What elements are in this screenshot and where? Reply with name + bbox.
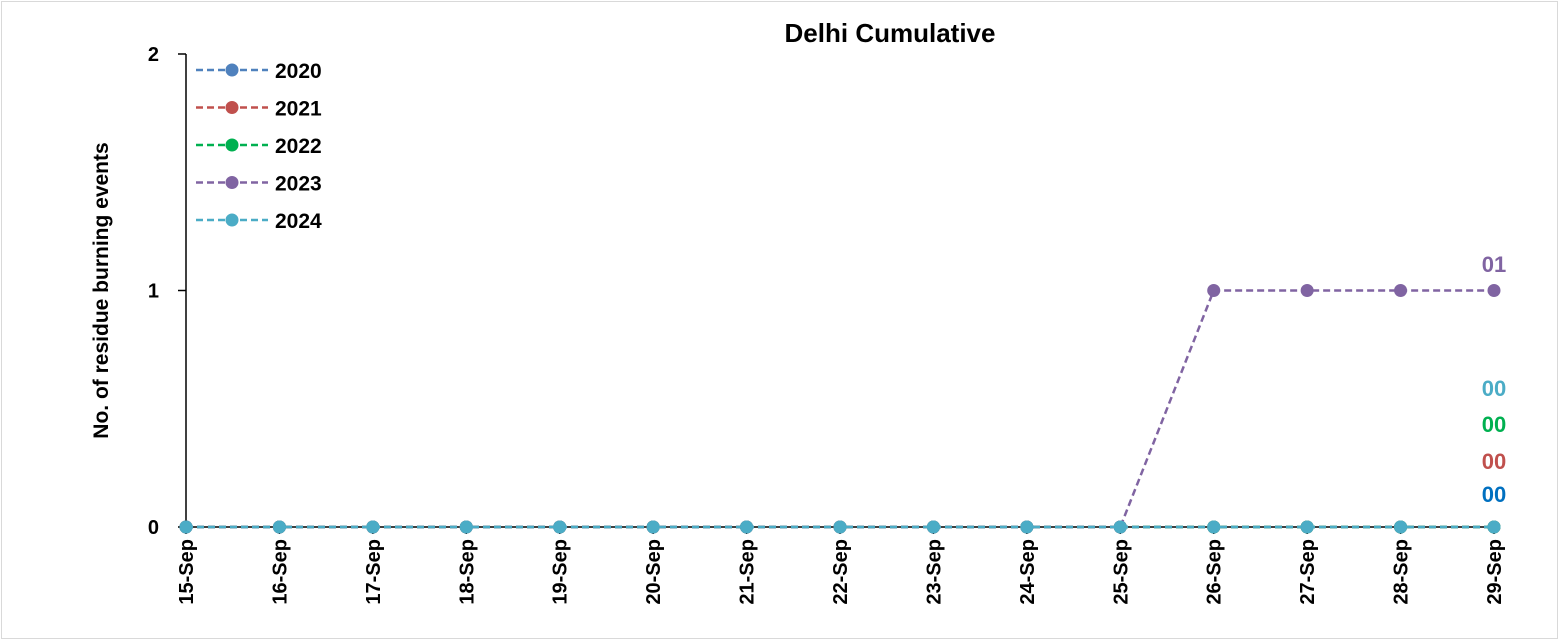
data-point	[179, 520, 193, 534]
legend-swatch-marker	[225, 63, 239, 77]
legend-label: 2021	[275, 98, 322, 121]
data-point	[553, 520, 567, 534]
series-2024	[179, 520, 1501, 534]
chart-title: Delhi Cumulative	[785, 18, 996, 48]
data-point	[1207, 520, 1221, 534]
legend-item-2021: 2021	[196, 98, 322, 121]
legend-swatch-marker	[225, 213, 239, 227]
y-tick-label: 1	[148, 281, 159, 303]
x-tick-label: 24-Sep	[1017, 539, 1039, 605]
legend-item-2022: 2022	[196, 135, 322, 158]
series-layer	[179, 284, 1501, 534]
legend-swatch-marker	[225, 138, 239, 152]
data-point	[1020, 520, 1034, 534]
x-tick-label: 20-Sep	[643, 539, 665, 605]
end-value-label: 00	[1482, 482, 1506, 507]
x-tick-label: 22-Sep	[830, 539, 852, 605]
data-point	[272, 520, 286, 534]
legend-label: 2024	[275, 210, 322, 233]
x-tick-label: 26-Sep	[1204, 539, 1226, 605]
x-tick-label: 19-Sep	[550, 539, 572, 605]
x-tick-label: 18-Sep	[456, 539, 478, 605]
x-tick-label: 29-Sep	[1484, 539, 1506, 605]
data-point	[1487, 284, 1501, 297]
data-point	[1300, 520, 1314, 534]
legend-label: 2022	[275, 135, 322, 158]
data-point	[740, 520, 754, 534]
data-point	[1113, 520, 1127, 534]
legend: 2020 2021 2022 2023 2024	[196, 60, 322, 233]
legend-swatch-marker	[225, 101, 239, 114]
data-point	[646, 520, 660, 534]
series-line	[186, 289, 1494, 529]
end-value-label: 00	[1482, 376, 1506, 401]
x-tick-label: 25-Sep	[1110, 539, 1132, 605]
data-point	[833, 520, 847, 534]
x-tick-label: 16-Sep	[269, 539, 291, 605]
y-axis-label: No. of residue burning events	[90, 142, 113, 438]
data-point	[1394, 284, 1408, 297]
x-tick-label: 28-Sep	[1391, 539, 1413, 605]
end-value-label: 00	[1482, 449, 1506, 474]
data-point	[1487, 520, 1501, 534]
x-tick-label: 23-Sep	[923, 539, 945, 605]
legend-item-2020: 2020	[196, 60, 322, 83]
data-point	[926, 520, 940, 534]
series-2023	[179, 284, 1501, 534]
end-labels: 01 00 00 00 00	[1482, 252, 1506, 507]
legend-label: 2023	[275, 173, 322, 196]
y-tick-label: 0	[148, 517, 159, 539]
data-point	[459, 520, 473, 534]
data-point	[1394, 520, 1408, 534]
legend-swatch-marker	[225, 176, 239, 189]
x-tick-label: 21-Sep	[737, 539, 759, 605]
x-tick-label: 17-Sep	[363, 539, 385, 605]
x-tick-label: 27-Sep	[1297, 539, 1319, 605]
legend-label: 2020	[275, 60, 322, 83]
end-value-label: 01	[1482, 252, 1506, 277]
end-value-label: 00	[1482, 412, 1506, 437]
legend-item-2023: 2023	[196, 173, 322, 196]
legend-item-2024: 2024	[196, 210, 322, 233]
data-point	[366, 520, 380, 534]
data-point	[1207, 284, 1221, 297]
data-point	[1300, 284, 1314, 297]
y-tick-label: 2	[148, 44, 159, 66]
x-tick-label: 15-Sep	[176, 539, 198, 605]
